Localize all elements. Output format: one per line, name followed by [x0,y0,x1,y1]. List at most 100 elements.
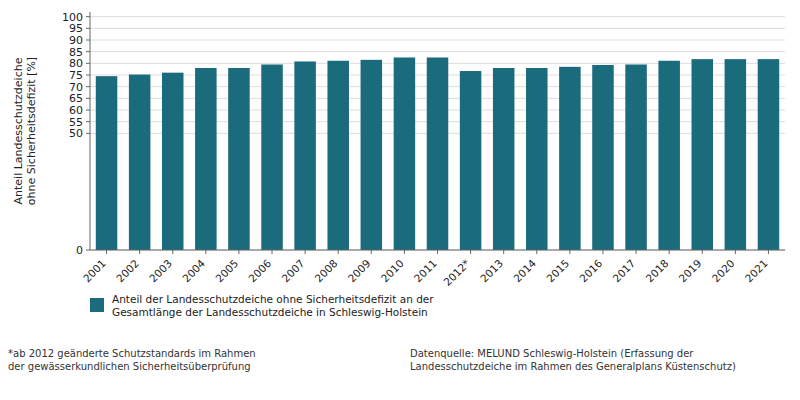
x-tick [735,250,736,254]
x-tick [636,250,637,254]
y-tick [86,51,90,52]
grid-line [90,28,785,29]
bar [327,61,349,250]
x-tick-label: 2009 [345,257,372,284]
x-tick-label: 2001 [81,257,108,284]
y-tick [86,121,90,122]
x-tick [139,250,140,254]
x-tick [569,250,570,254]
y-tick-label: 50 [69,127,83,140]
x-tick [404,250,405,254]
y-tick-label: 100 [62,11,83,24]
x-tick [172,250,173,254]
y-tick-label: 70 [69,81,83,94]
x-tick [305,250,306,254]
x-tick-label: 2004 [180,257,208,285]
x-tick [437,250,438,254]
y-axis-label: Anteil Landesschutzdeicheohne Sicherheit… [12,57,38,205]
x-tick [238,250,239,254]
bar [725,59,747,250]
bar [592,65,614,250]
x-tick [106,250,107,254]
bar [261,65,283,251]
footnote: Datenquelle: MELUND Schleswig-Holstein (… [410,348,736,372]
x-tick-label: 2007 [279,257,306,284]
grid-line [90,16,785,17]
x-tick-label: 2013 [478,257,505,284]
y-tick-label: 90 [69,34,83,47]
y-tick-label: 95 [69,22,83,35]
x-tick-label: 2012* [441,257,472,288]
x-axis: 2001200220032004200520062007200820092010… [81,250,770,288]
y-tick [86,133,90,134]
y-tick-label: 85 [69,46,83,59]
x-tick-label: 2011 [412,257,439,284]
bar [228,68,250,250]
x-tick [371,250,372,254]
bar [195,68,217,250]
bar [460,71,482,250]
bar [758,59,780,250]
x-tick-label: 2003 [147,257,174,284]
bar [625,65,647,251]
x-tick [602,250,603,254]
bar [559,67,581,250]
x-tick [702,250,703,254]
x-tick-label: 2006 [246,257,274,285]
chart: 0 50556065707580859095100 2001200220032004… [0,0,800,400]
bar [129,75,151,250]
bar [96,76,118,250]
bars [96,58,779,251]
y-tick [86,110,90,111]
x-tick [205,250,206,254]
bar [394,58,416,251]
y-tick [86,16,90,17]
x-tick-label: 2002 [114,257,141,284]
bar [658,61,680,250]
y-tick-label: 55 [69,116,83,129]
x-tick-label: 2014 [511,257,539,285]
bar [361,60,383,250]
x-tick-label: 2010 [378,257,405,284]
y-tick [86,86,90,87]
y-tick [86,98,90,99]
bar [692,59,714,250]
y-tick [86,63,90,64]
x-tick [338,250,339,254]
x-tick [536,250,537,254]
y-tick-label: 80 [69,57,83,70]
bar [162,73,184,250]
legend: Anteil der Landesschutzdeiche ohne Siche… [90,293,434,318]
y-tick-label: 0 [76,244,83,257]
x-tick-label: 2015 [544,257,571,284]
x-tick-label: 2008 [312,257,339,284]
x-tick-label: 2017 [610,257,637,284]
x-tick [669,250,670,254]
x-tick-label: 2016 [577,257,605,285]
bar [493,68,515,250]
y-tick [86,250,90,251]
x-tick-label: 2020 [709,257,736,284]
x-tick-label: 2005 [213,257,240,284]
bar [427,58,449,251]
y-tick-label: 60 [69,104,83,117]
x-tick [768,250,769,254]
legend-label: Anteil der Landesschutzdeiche ohne Siche… [112,293,434,318]
bar [526,68,548,250]
grid-line [90,40,785,41]
y-axis: 0 50556065707580859095100 [62,11,90,257]
y-axis-line [90,12,91,250]
grid [90,17,785,250]
x-tick [470,250,471,254]
y-tick [86,28,90,29]
y-tick-label: 75 [69,69,83,82]
footnote: *ab 2012 geänderte Schutzstandards im Ra… [8,348,256,372]
grid-line [90,51,785,52]
x-tick-label: 2019 [676,257,703,284]
bar [294,61,316,250]
x-tick [272,250,273,254]
y-tick-label: 65 [69,92,83,105]
y-tick [86,75,90,76]
y-tick [86,40,90,41]
x-tick-label: 2018 [643,257,670,284]
